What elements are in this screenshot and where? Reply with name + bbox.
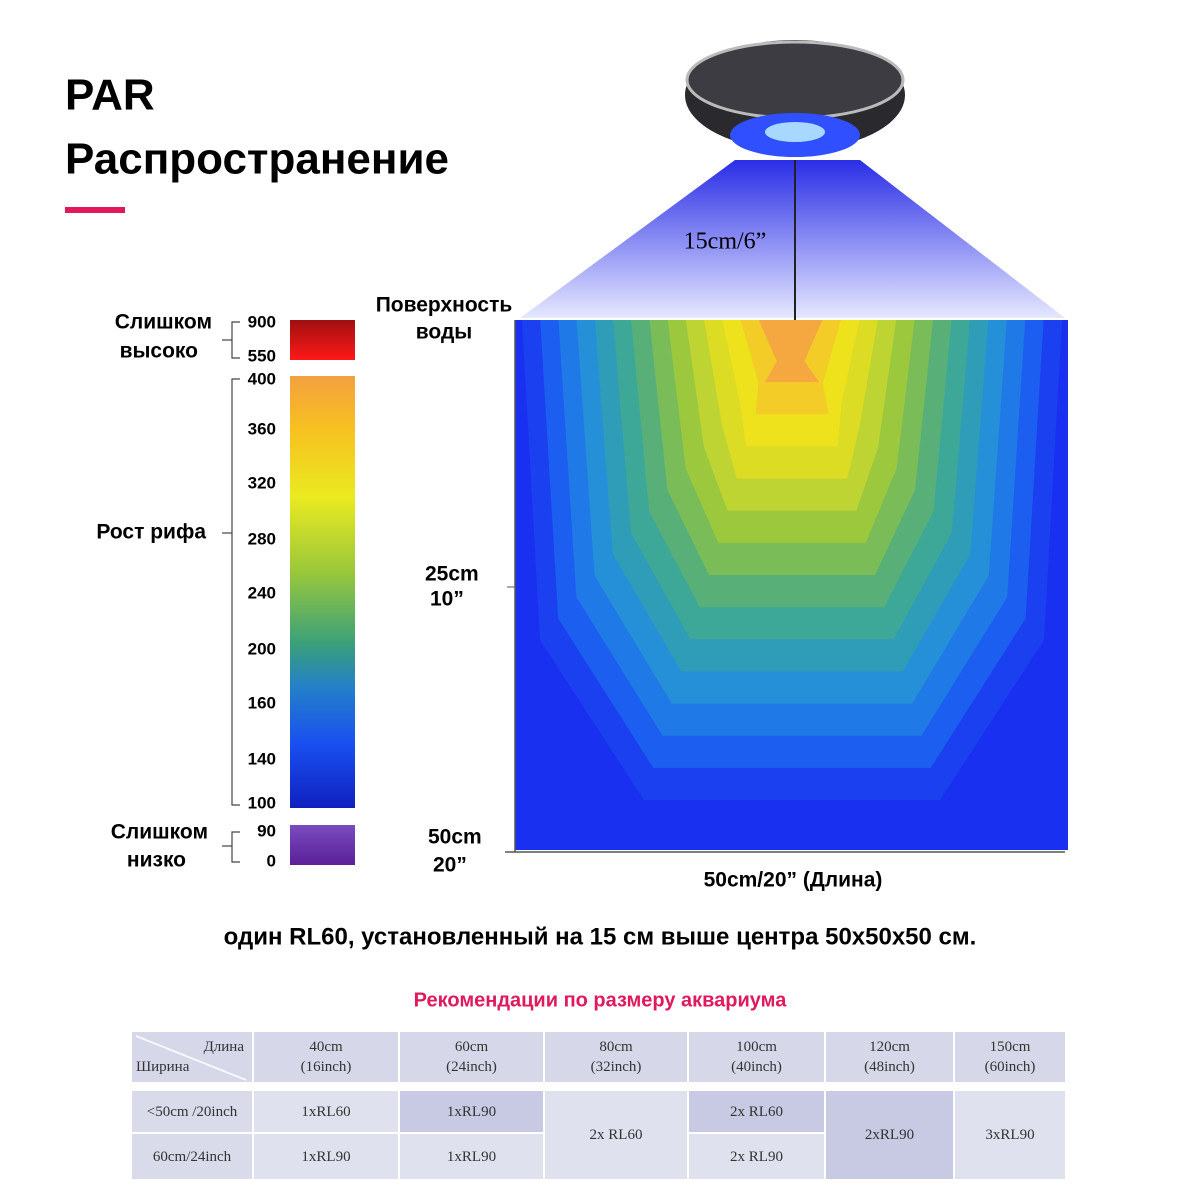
surface-label: Поверхность (376, 294, 513, 317)
scale-tick: 200 (248, 639, 276, 658)
depth-label: 20” (433, 854, 467, 877)
col-inch: (48inch) (864, 1059, 915, 1075)
infographic: PAR Распространение 15cm/6” Поверхность … (65, 40, 1068, 1011)
cell: 2xRL90 (824, 1089, 955, 1181)
scale-tick: 550 (248, 346, 276, 365)
corner-cell: Длина Ширина (130, 1030, 254, 1084)
col-inch: (60inch) (984, 1059, 1036, 1075)
scale-ticks: 900 550 400 360 320 280 240 200 160 140 … (248, 312, 276, 870)
scale-tick: 900 (248, 312, 276, 331)
column-header: 100cm (40inch) (687, 1030, 826, 1084)
col-inch: (40inch) (731, 1059, 782, 1075)
col-size: 120cm (869, 1039, 910, 1055)
depth-label: 10” (430, 588, 464, 611)
scale-low (290, 825, 355, 865)
column-header: 80cm (32inch) (543, 1030, 689, 1084)
lamp-led (765, 122, 825, 142)
range-label: Рост рифа (96, 521, 206, 544)
cell: 2x RL90 (687, 1132, 826, 1181)
accent-line (65, 207, 125, 213)
range-label: Слишком (115, 311, 212, 334)
scale-reef (290, 376, 355, 808)
length-label: 50cm/20” (Длина) (704, 869, 883, 892)
par-heatmap (515, 320, 1068, 850)
corner-diagonal (135, 1035, 247, 1081)
scale-high (290, 320, 355, 360)
gap-row (131, 1083, 1066, 1090)
scale-tick: 240 (248, 583, 276, 602)
caption: один RL60, установленный на 15 см выше ц… (224, 923, 977, 950)
row: <50cm /20inch 1xRL60 1xRL90 2x RL60 2x R… (130, 1089, 1067, 1181)
scale-tick: 160 (248, 693, 276, 712)
col-size: 40cm (309, 1039, 343, 1055)
col-inch: (32inch) (590, 1059, 642, 1075)
size-table: Длина Ширина 40cm (16inch) 60cm (24inch) 8… (130, 1030, 1067, 1181)
column-header: 150cm (60inch) (953, 1030, 1067, 1084)
scale-tick: 400 (248, 369, 276, 388)
column-header: 60cm (24inch) (398, 1030, 545, 1084)
depth-label: 50cm (428, 826, 482, 849)
bracket-low (231, 831, 240, 863)
bracket-high (231, 321, 240, 359)
bracket-reef (231, 378, 240, 806)
range-label: высоко (120, 340, 198, 363)
col-size: 60cm (454, 1039, 489, 1055)
cell: 1xRL90 (252, 1132, 400, 1181)
column-header: 120cm (48inch) (824, 1030, 955, 1084)
cell: 3xRL90 (953, 1089, 1067, 1181)
scale-tick: 140 (248, 749, 276, 768)
subtitle: Распространение (65, 135, 449, 184)
cell: 2x RL60 (687, 1089, 826, 1134)
col-size: 150cm (989, 1039, 1031, 1055)
surface-label: воды (416, 321, 472, 344)
header-row: Длина Ширина 40cm (16inch) 60cm (24inch) 8… (130, 1030, 1067, 1084)
range-label: Слишком (111, 821, 208, 844)
col-size: 80cm (599, 1039, 633, 1055)
corner-width: Ширина (136, 1059, 190, 1075)
depth-label: 25cm (425, 563, 479, 586)
col-inch: (24inch) (446, 1059, 497, 1075)
lamp-height: 15cm/6” (684, 229, 767, 255)
cell: 1xRL90 (398, 1132, 545, 1181)
corner-length: Длина (203, 1039, 244, 1055)
heat-layer (758, 320, 823, 383)
light-cone (520, 160, 1065, 318)
cell: 1xRL90 (398, 1089, 545, 1134)
col-inch: (16inch) (300, 1059, 352, 1075)
lamp-top (685, 40, 905, 120)
scale-tick: 90 (257, 821, 276, 840)
col-size: 100cm (736, 1039, 777, 1055)
cell: 1xRL60 (252, 1089, 400, 1134)
row-label: <50cm /20inch (130, 1089, 254, 1134)
scale-tick: 0 (267, 851, 276, 870)
scale-tick: 100 (248, 793, 276, 812)
cell: 2x RL60 (543, 1089, 689, 1181)
range-label: низко (127, 849, 186, 872)
table-title: Рекомендации по размеру аквариума (414, 989, 788, 1011)
brackets (222, 321, 240, 863)
column-header: 40cm (16inch) (252, 1030, 400, 1084)
scale-tick: 280 (248, 529, 276, 548)
row: 60cm/24inch 1xRL90 1xRL90 2x RL90 (130, 1132, 1066, 1181)
row-label: 60cm/24inch (130, 1132, 254, 1181)
scale-tick: 360 (248, 419, 276, 438)
gap (131, 1083, 1066, 1090)
title: PAR (65, 71, 155, 120)
scale-tick: 320 (248, 473, 276, 492)
